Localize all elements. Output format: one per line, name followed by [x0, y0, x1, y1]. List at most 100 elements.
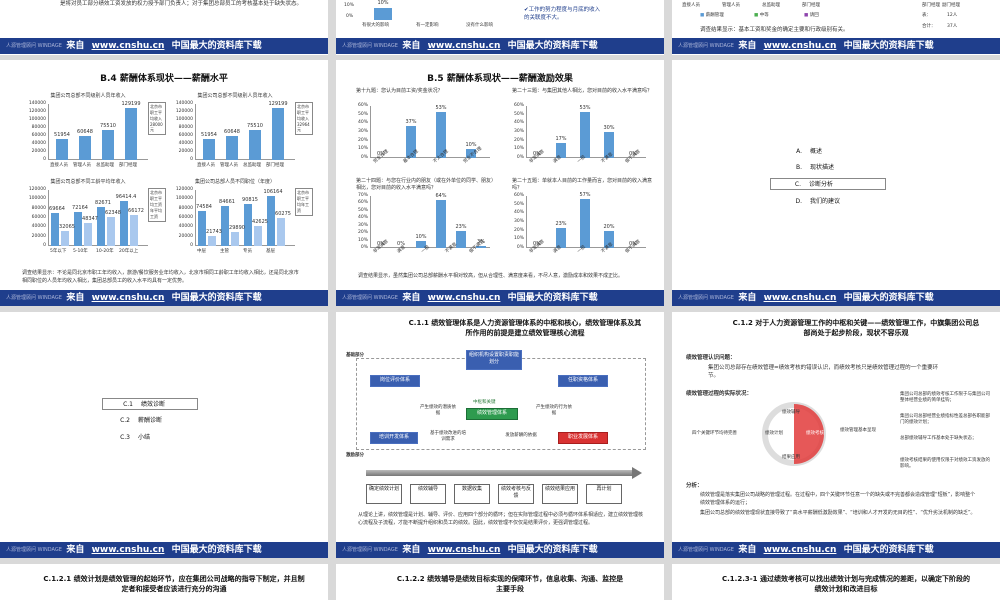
footer-suffix: 中国最大的资料库下载	[507, 41, 598, 51]
y-tick: 10%	[513, 236, 524, 242]
heading: 绩效管理认识问题：	[686, 355, 736, 361]
relation-text: 产生绩效的潜质依据	[420, 405, 456, 416]
body-text: 从理论上讲，绩效管理是计划、辅导、评价、应用四个部分的循环；但在实际管理过程中必…	[358, 512, 644, 526]
side-note: 集团公司总部经营业绩指标性差总部各职能部门的绩效计划；	[900, 414, 990, 425]
y-tick: 60%	[513, 103, 524, 108]
chart-axis	[195, 104, 295, 160]
footer-link[interactable]: www.cnshu.cn	[427, 41, 501, 51]
y-tick: 40000	[31, 141, 46, 146]
y-tick: 20%	[513, 227, 524, 233]
y-tick: 10%	[513, 146, 524, 152]
slide-8[interactable]: C.1.1 绩效管理体系是人力资源管理体系的中枢和核心，绩效管理体系及其所作用的…	[336, 312, 664, 558]
y-tick: 80000	[31, 125, 46, 130]
y-tick: 20000	[31, 149, 46, 154]
chart-title: 集团公司总部人员不同职位（年度）	[194, 179, 275, 185]
footer-suffix: 中国最大的资料库下载	[843, 41, 934, 51]
data-label: 10%	[465, 142, 477, 149]
agenda-item-active[interactable]: C. 诊断分析	[770, 178, 886, 190]
slide-6[interactable]: A. 概述 B. 现状描述 C. 诊断分析 D. 我们的建议 人源管理顾问 WINDAG…	[672, 60, 1000, 306]
data-label: 90815	[242, 196, 258, 203]
table-val: 37人	[947, 24, 958, 29]
annotation: 北京市职工平均收入 32964元	[295, 102, 313, 135]
slide-7[interactable]: C.1 绩效诊断 C.2 薪酬诊断 C.3 小结 人源管理顾问 WINDAGE 来自 …	[0, 312, 328, 558]
agenda-item[interactable]: D. 我们的建议	[795, 198, 841, 205]
y-tick: 120000	[175, 109, 193, 114]
section-item-active[interactable]: C.1 绩效诊断	[102, 398, 198, 410]
data-label: 32065	[59, 224, 75, 231]
footer-mini: 人源管理顾问 WINDAGE	[678, 43, 734, 49]
section-item[interactable]: C.2 薪酬诊断	[120, 417, 163, 424]
data-label: 60275	[275, 210, 291, 217]
paragraph: 集团公司总部的绩效管理现状直接导致了“高水平薪酬低激励效果”、“培训和人才开发的…	[700, 510, 976, 516]
slide-2[interactable]: 10% 0% 10% 有很大的影响 有一定影响 没有什么影响 ✔工作的努力程度与…	[336, 0, 664, 55]
y-tick: 120000	[28, 109, 46, 114]
x-label: 管理人员	[73, 163, 91, 168]
bar	[436, 112, 446, 158]
note: ✔工作的努力程度与月底的收入的关联度不大。	[524, 7, 601, 21]
slide-12[interactable]: C.1.2.3-1 通过绩效考核可以找出绩效计划与完成情况的差距，以确定下阶段的…	[672, 564, 1000, 600]
slide-footer: 人源管理顾问 WINDAGE 来自 www.cnshu.cn 中国最大的资料库下…	[672, 38, 1000, 54]
bar	[107, 216, 115, 246]
y-tick: 60000	[178, 215, 193, 220]
y-tick: 10%	[357, 237, 368, 243]
slide-9[interactable]: C.1.2 对于人力资源管理工作的中枢和关键——绩效管理工作，中旗集团公司总部尚…	[672, 312, 1000, 558]
relation-text: 发放薪酬的依据	[505, 433, 537, 438]
y-tick: 40%	[513, 210, 524, 216]
bar	[254, 226, 262, 246]
data-label: 23%	[555, 221, 567, 228]
slide-title: C.1.2.2 绩效辅导是绩效目标实现的保障环节，信息收集、沟通、监控是主要手段	[396, 575, 624, 593]
footer-link[interactable]: www.cnshu.cn	[427, 545, 501, 555]
bar	[476, 245, 486, 248]
data-label: 60648	[77, 128, 93, 135]
chart-axis	[370, 106, 490, 158]
career-box: 职业发展体系	[558, 432, 608, 444]
data-label: 129199	[268, 101, 288, 108]
slide-10[interactable]: C.1.2.1 绩效计划是绩效管理的起始环节，应在集团公司战略的指导下制定，并且…	[0, 564, 328, 600]
slide-footer: 人源管理顾问 WINDAGE 来自 www.cnshu.cn 中国最大的资料库下…	[0, 542, 328, 558]
x-label: 总监助理	[243, 163, 261, 168]
slide-3[interactable]: 直接人员 管理人员 总监助理 部门经理 ■ 薪酬管理 ■ 中等 ■ 请回 部门经…	[672, 0, 1000, 55]
x-label: 10-20年	[96, 249, 114, 254]
footer-link[interactable]: www.cnshu.cn	[763, 293, 837, 303]
y-tick: 40%	[357, 215, 368, 221]
y-tick: 100000	[175, 117, 193, 122]
slide-4[interactable]: B.4 薪酬体系现状——薪酬水平 集团公司总部不同级别人员年收入 140000 12…	[0, 60, 328, 306]
cycle-step: 结果应用	[782, 455, 800, 460]
footer-link[interactable]: www.cnshu.cn	[91, 41, 165, 51]
data-label: 60648	[224, 128, 240, 135]
data-label: 53%	[579, 105, 591, 112]
bar	[130, 215, 138, 246]
y-tick: 0	[190, 157, 193, 162]
agenda-item[interactable]: A. 概述	[796, 148, 823, 155]
flow-step: 绩效考核与反馈	[498, 484, 534, 504]
footer-link[interactable]: www.cnshu.cn	[91, 545, 165, 555]
footer-suffix: 中国最大的资料库下载	[171, 545, 262, 555]
x-label: 专员	[243, 249, 252, 254]
section-item[interactable]: C.3 小结	[120, 434, 151, 441]
bar	[580, 112, 590, 158]
footer-link[interactable]: www.cnshu.cn	[763, 545, 837, 555]
footer-mini: 人源管理顾问 WINDAGE	[342, 295, 398, 301]
y-tick: 60000	[31, 133, 46, 138]
right-note: 绩效管理基本呈现	[840, 428, 876, 433]
agenda-item[interactable]: B. 现状描述	[795, 164, 835, 171]
flow-step: 再计划	[586, 484, 622, 504]
footer-link[interactable]: www.cnshu.cn	[427, 293, 501, 303]
y-tick: 0	[190, 243, 193, 248]
footer-link[interactable]: www.cnshu.cn	[91, 293, 165, 303]
slide-5[interactable]: B.5 薪酬体系现状——薪酬激励效果 第十九题：您认为目前工资/奖金状况？ 60%…	[336, 60, 664, 306]
question-text: 第二十三题：与集团其他人相比，您对目前的收入水平满意吗？	[512, 88, 653, 94]
y-tick: 70%	[357, 193, 368, 198]
x-label: 直接人员	[50, 163, 68, 168]
bar	[198, 211, 206, 246]
y-tick: 30%	[357, 222, 368, 228]
data-label: 64%	[435, 193, 447, 200]
legend-item: ■ 薪酬管理	[700, 13, 724, 18]
footer-suffix: 中国最大的资料库下载	[843, 293, 934, 303]
x-label: 有一定影响	[416, 23, 439, 28]
footer-link[interactable]: www.cnshu.cn	[763, 41, 837, 51]
data-label: 75510	[100, 122, 116, 129]
data-label: 75510	[247, 122, 263, 129]
slide-11[interactable]: C.1.2.2 绩效辅导是绩效目标实现的保障环节，信息收集、沟通、监控是主要手段	[336, 564, 664, 600]
slide-1[interactable]: 是将对员工部分绩效工资发放的权力授予部门负责人；对于集团总部员工的考核基本处于缺…	[0, 0, 328, 55]
